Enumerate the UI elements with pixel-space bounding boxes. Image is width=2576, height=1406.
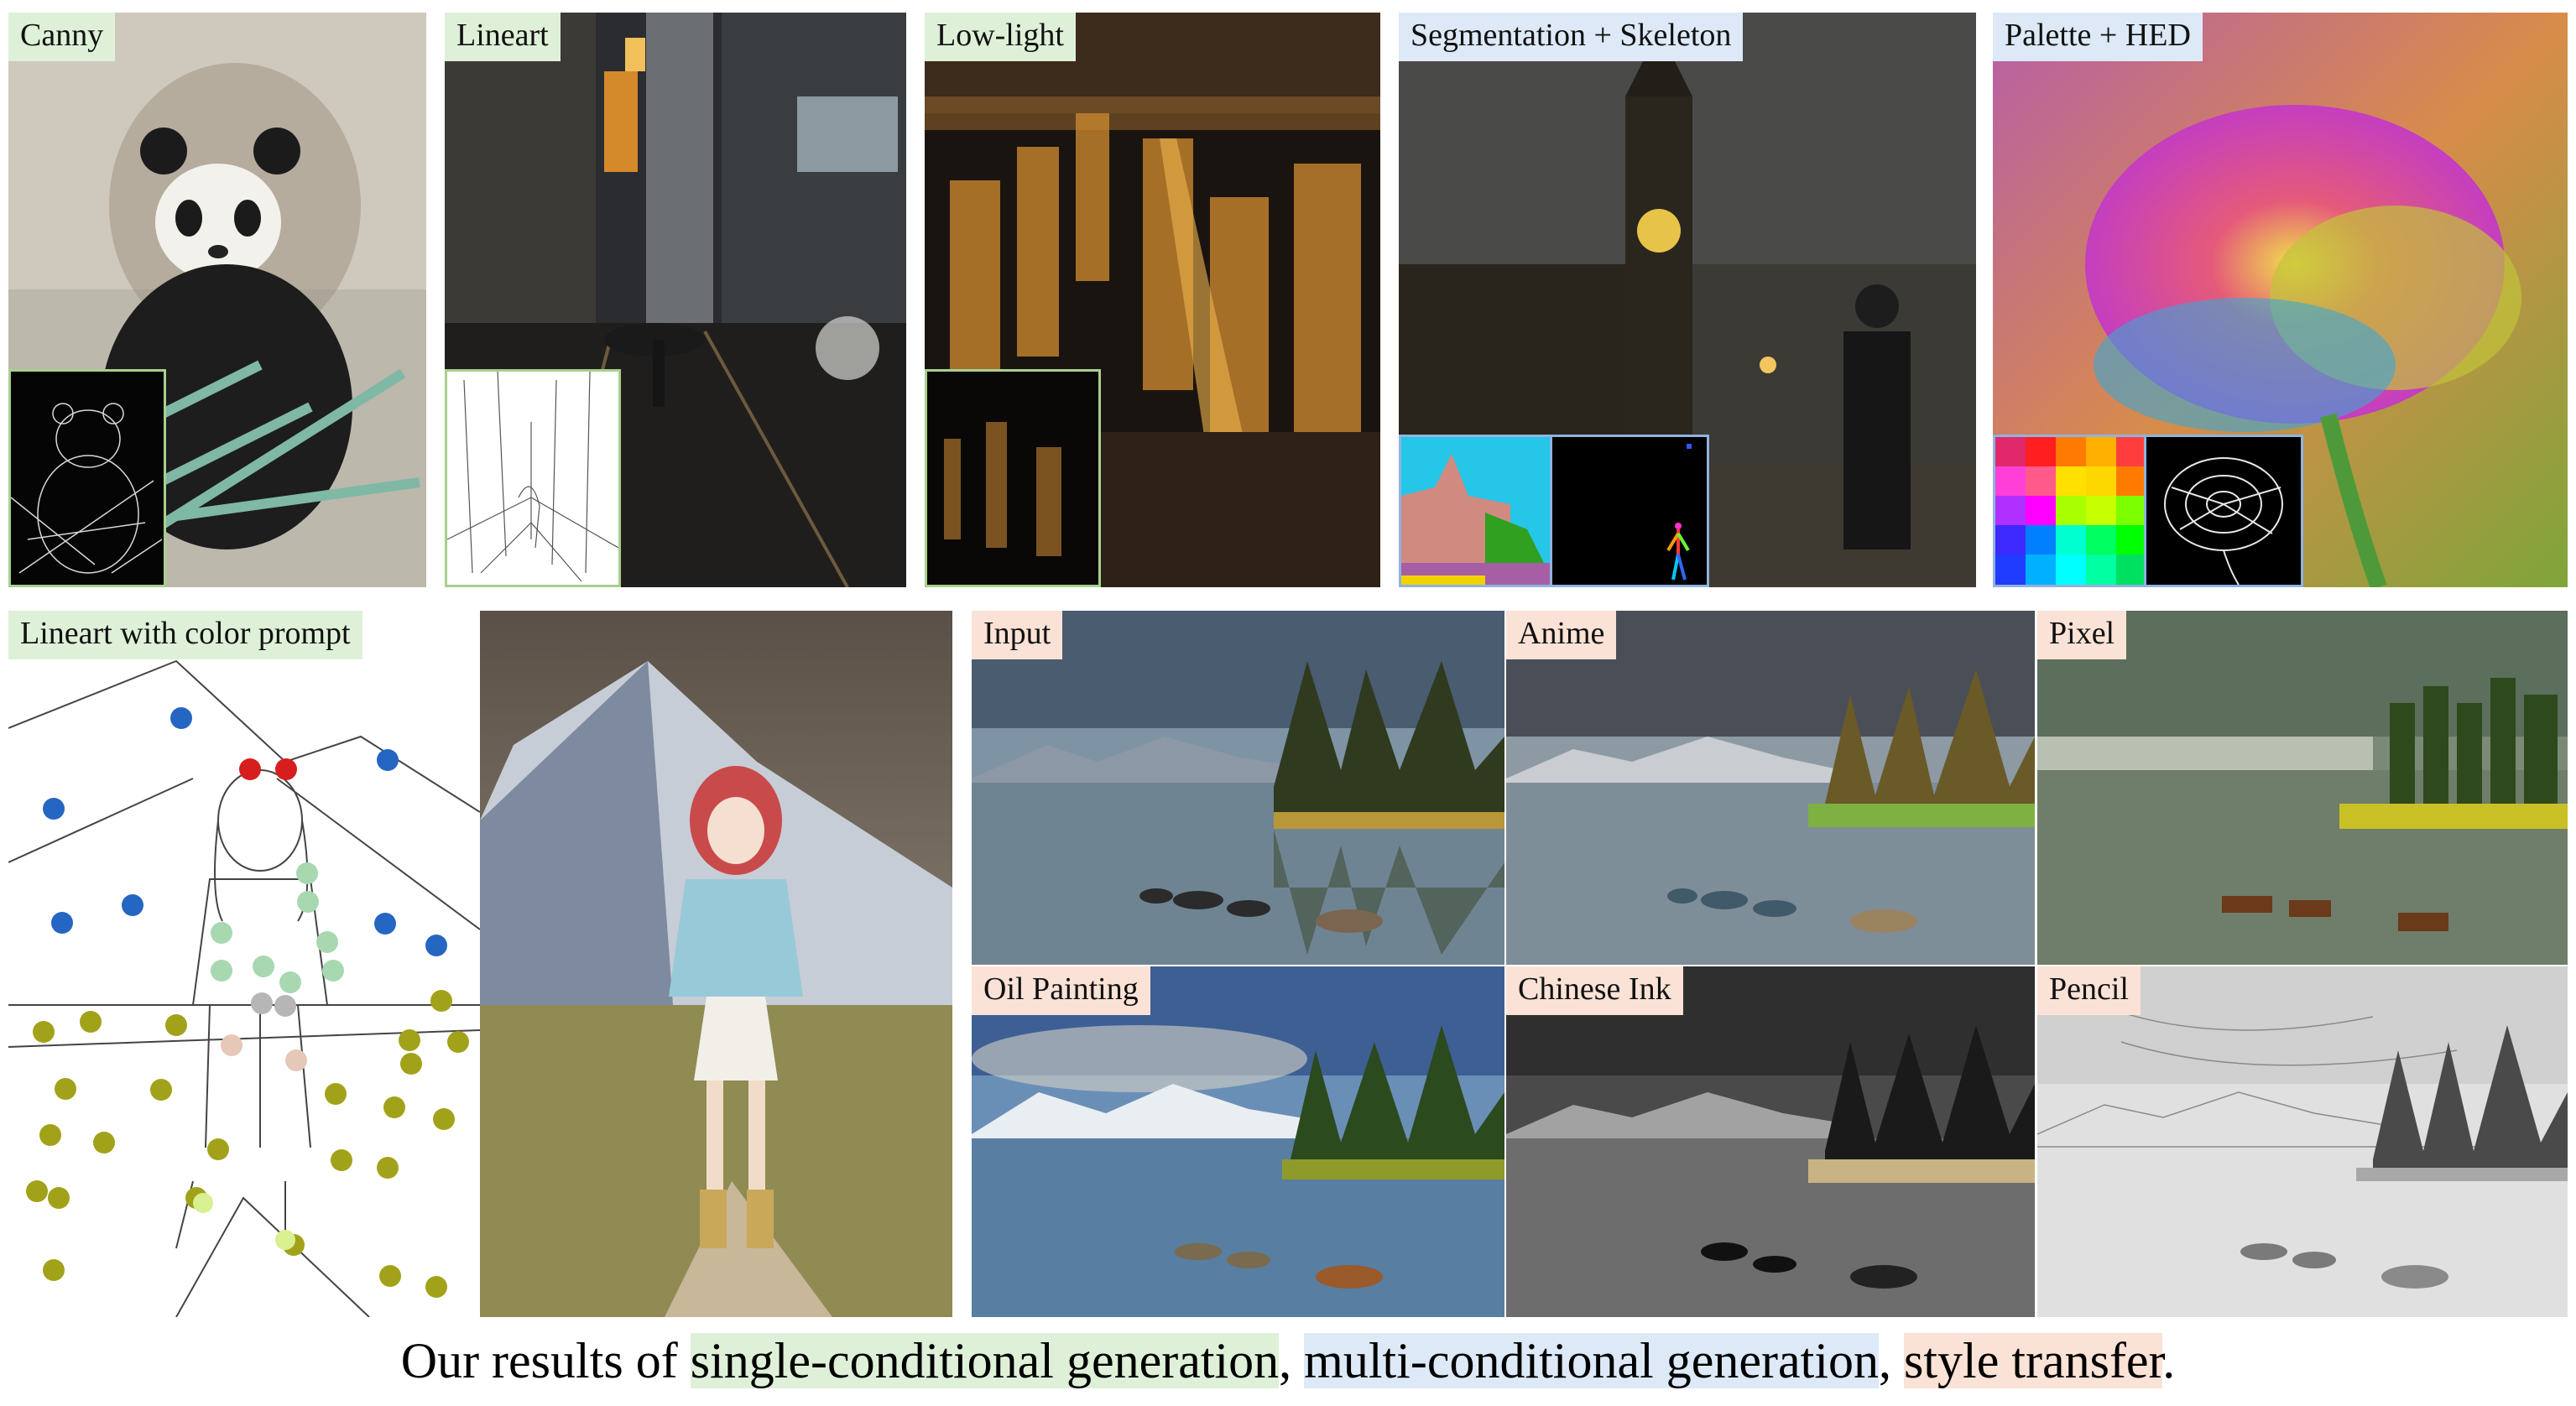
segskel-label: Segmentation + Skeleton [1399, 13, 1744, 61]
anime-panel: Anime [1506, 611, 2035, 965]
canny-edge-inset [8, 369, 166, 587]
ink-panel: Chinese Ink [1506, 966, 2035, 1317]
color-palette-inset [1993, 435, 2148, 587]
lineart-panel: Lineart [445, 13, 906, 587]
palette-panel: Palette + HED [1993, 13, 2568, 587]
caption-prefix: Our results of [400, 1333, 691, 1388]
anime-sketch-image [8, 611, 480, 1317]
lake-input-image [972, 611, 1504, 965]
segmentation-map-inset [1399, 435, 1554, 587]
lake-pixel-image [2037, 611, 2568, 965]
figure-caption: Our results of single-conditional genera… [0, 1332, 2576, 1390]
caption-multi: multi-conditional generation [1304, 1333, 1879, 1388]
skeleton-pose-inset [1550, 435, 1709, 587]
lineart-label: Lineart [445, 13, 561, 61]
caption-sep1: , [1279, 1333, 1305, 1388]
anime-label: Anime [1506, 611, 1617, 659]
pixel-panel: Pixel [2037, 611, 2568, 965]
lineart-color-label: Lineart with color prompt [8, 611, 362, 659]
lake-pencil-image [2037, 966, 2568, 1317]
lowlight-label: Low-light [925, 13, 1076, 61]
ink-label: Chinese Ink [1506, 966, 1683, 1015]
oil-panel: Oil Painting [972, 966, 1504, 1317]
lowlight-panel: Low-light [925, 13, 1380, 587]
caption-end: . [2162, 1333, 2176, 1388]
pencil-panel: Pencil [2037, 966, 2568, 1317]
pencil-label: Pencil [2037, 966, 2141, 1015]
pixel-label: Pixel [2037, 611, 2127, 659]
oil-label: Oil Painting [972, 966, 1150, 1015]
lake-ink-image [1506, 966, 2035, 1317]
caption-single: single-conditional generation [690, 1333, 1280, 1388]
input-panel: Input [972, 611, 1504, 965]
lowlight-dark-inset [925, 369, 1101, 587]
lake-anime-image [1506, 611, 2035, 965]
palette-label: Palette + HED [1993, 13, 2203, 61]
palette-grid [1995, 437, 2146, 585]
anime-result-panel [480, 611, 952, 1317]
canny-label: Canny [8, 13, 116, 61]
caption-style: style transfer [1904, 1333, 2163, 1388]
input-label: Input [972, 611, 1063, 659]
hed-edge-inset [2144, 435, 2303, 587]
lineart-color-panel: Lineart with color prompt [8, 611, 480, 1317]
lineart-sketch-inset [445, 369, 621, 587]
lake-oil-image [972, 966, 1504, 1317]
caption-sep2: , [1879, 1333, 1904, 1388]
canny-panel: Canny [8, 13, 426, 587]
segskel-panel: Segmentation + Skeleton [1399, 13, 1976, 587]
anime-girl-image [480, 611, 952, 1317]
